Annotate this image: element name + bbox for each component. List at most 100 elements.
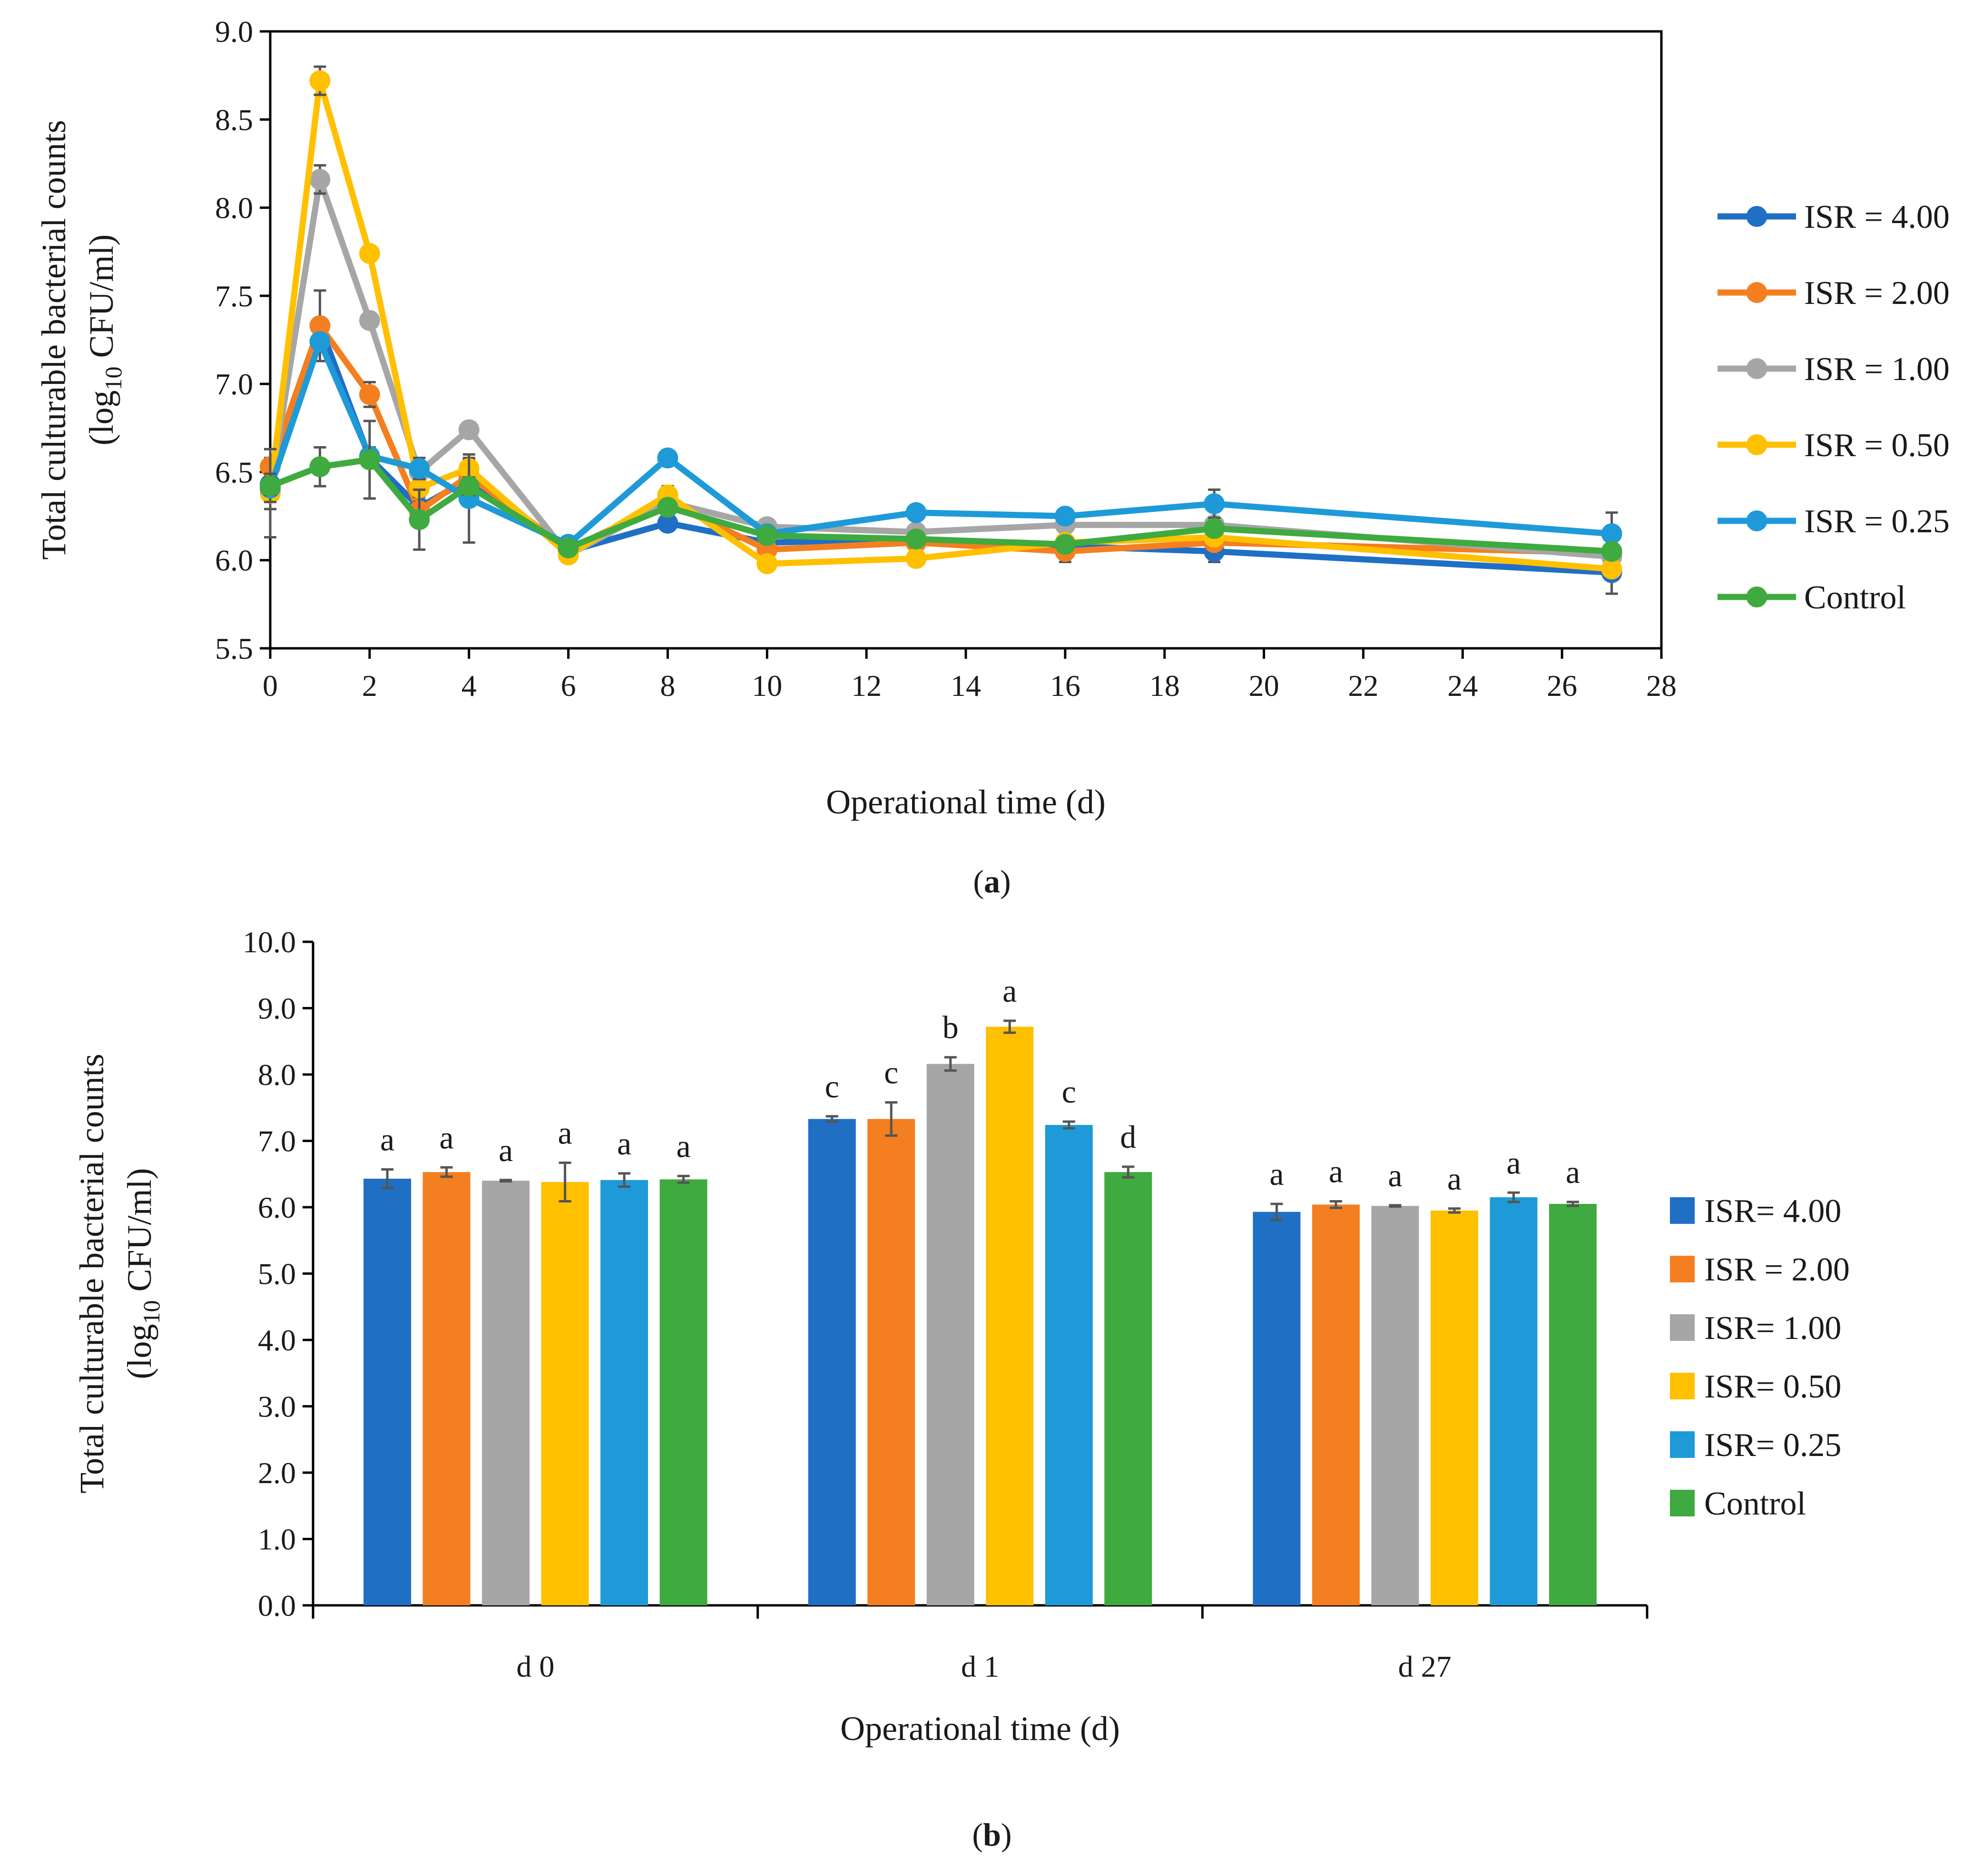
legend-swatch [1670,1431,1695,1458]
significance-letter: c [884,1055,898,1091]
data-point [1601,558,1622,580]
legend-swatch [1670,1256,1695,1282]
data-point [657,512,678,534]
y-tick-label: 5.0 [258,1257,296,1291]
bar [1371,1206,1419,1605]
y-tick-label: 0.0 [258,1589,296,1622]
x-category-label: d 1 [961,1650,999,1683]
significance-letter: c [825,1068,839,1104]
series-line [267,338,1612,547]
data-point [756,553,778,575]
y-axis-title-line2: (log10 CFU/ml) [82,234,127,445]
x-tick-label: 12 [851,669,882,703]
x-tick-label: 6 [561,669,576,703]
error-bar [1122,1165,1135,1179]
data-point [657,497,678,518]
significance-letter: a [439,1119,453,1155]
legend-label: ISR = 1.00 [1804,351,1950,388]
x-tick-label: 2 [362,669,377,703]
legend-label: ISR = 2.00 [1704,1251,1850,1288]
panel-label-close: ) [1001,1817,1012,1853]
panel-label-a: (a) [973,863,1011,899]
y-axis-title-line1: Total culturable bacterial counts [73,1054,111,1494]
error-bar [440,1166,453,1178]
x-tick-label: 8 [660,669,675,703]
x-tick-label: 4 [461,669,477,703]
significance-letter: a [1388,1157,1402,1193]
legend-item: ISR= 1.00 [1670,1310,1841,1347]
significance-letter: a [1002,973,1017,1009]
significance-letter: a [1329,1153,1343,1189]
legend-swatch [1670,1490,1695,1516]
data-point [905,528,927,550]
error-bar [1003,1019,1016,1034]
x-tick-label: 14 [951,669,981,703]
panel-label-b: (b) [972,1817,1011,1853]
data-point [309,315,331,336]
legend-swatch [1670,1373,1695,1399]
legend-item: ISR = 0.25 [1718,503,1950,540]
y-tick-label: 3.0 [258,1390,296,1424]
data-point [359,310,380,331]
bar [808,1119,856,1605]
y-axis-title: Total culturable bacterial counts (log10 … [35,120,127,560]
error-bar [1062,1120,1075,1130]
data-point [309,456,331,478]
legend-marker [1746,586,1767,607]
y-axis-title-line1: Total culturable bacterial counts [35,120,73,560]
bar [1253,1212,1301,1605]
y-tick-label: 6.0 [215,544,253,577]
legend-label: Control [1704,1485,1806,1522]
panel-label-letter: a [984,863,1000,899]
bar [363,1179,412,1605]
data-point [458,476,480,497]
data-point [359,449,380,470]
legend-marker [1746,282,1767,303]
legend-item: Control [1718,579,1906,616]
significance-letter: a [1566,1154,1580,1190]
legend-item: ISR = 2.00 [1718,275,1950,312]
y-tick-label: 9.0 [215,15,253,49]
panel-label-close: ) [1000,863,1011,899]
data-point [657,447,678,469]
legend-item: ISR= 0.25 [1670,1427,1841,1464]
legend-item: ISR= 0.50 [1670,1368,1841,1405]
y-tick-label: 7.0 [215,367,253,401]
significance-letter: a [380,1121,394,1157]
bar [986,1026,1034,1605]
panel-label-letter: b [983,1817,1001,1853]
data-point [409,509,430,530]
data-point [1054,506,1076,527]
x-tick-label: 28 [1646,669,1677,703]
significance-letter: a [1506,1144,1521,1181]
legend-item: ISR = 0.50 [1718,427,1950,464]
significance-letter: a [617,1125,631,1162]
y-tick-label: 6.5 [215,455,253,489]
y-axis-unit-suffix: CFU/ml) [82,234,120,366]
y-tick-label: 2.0 [258,1456,296,1490]
y-tick-label: 9.0 [258,992,296,1026]
error-bar [1270,1202,1283,1221]
y-tick-label: 10.0 [243,925,296,959]
legend-marker [1746,358,1767,379]
error-bar [825,1115,838,1123]
x-category-label: d 0 [516,1650,554,1683]
error-bar [1329,1200,1342,1209]
significance-letter: a [1447,1161,1462,1197]
x-tick-label: 16 [1050,669,1080,703]
legend-label: ISR= 4.00 [1704,1193,1841,1230]
line-chart-panel-a: 5.56.06.57.07.58.08.59.00 2 4 6 8 10 12 14 16 18 2… [35,15,1950,899]
error-bar [944,1056,957,1072]
legend-marker [1746,434,1767,455]
panel-label-open: ( [972,1817,983,1853]
panel-label-open: ( [973,863,984,899]
data-point [1204,493,1225,515]
data-point [905,502,927,523]
x-tick-label: 22 [1348,669,1378,703]
bar [422,1172,471,1605]
significance-letter: b [942,1009,959,1045]
x-tick-label: 20 [1249,669,1279,703]
y-axis-title-line2: (log10 CFU/ml) [120,1168,165,1379]
data-point [359,384,380,405]
